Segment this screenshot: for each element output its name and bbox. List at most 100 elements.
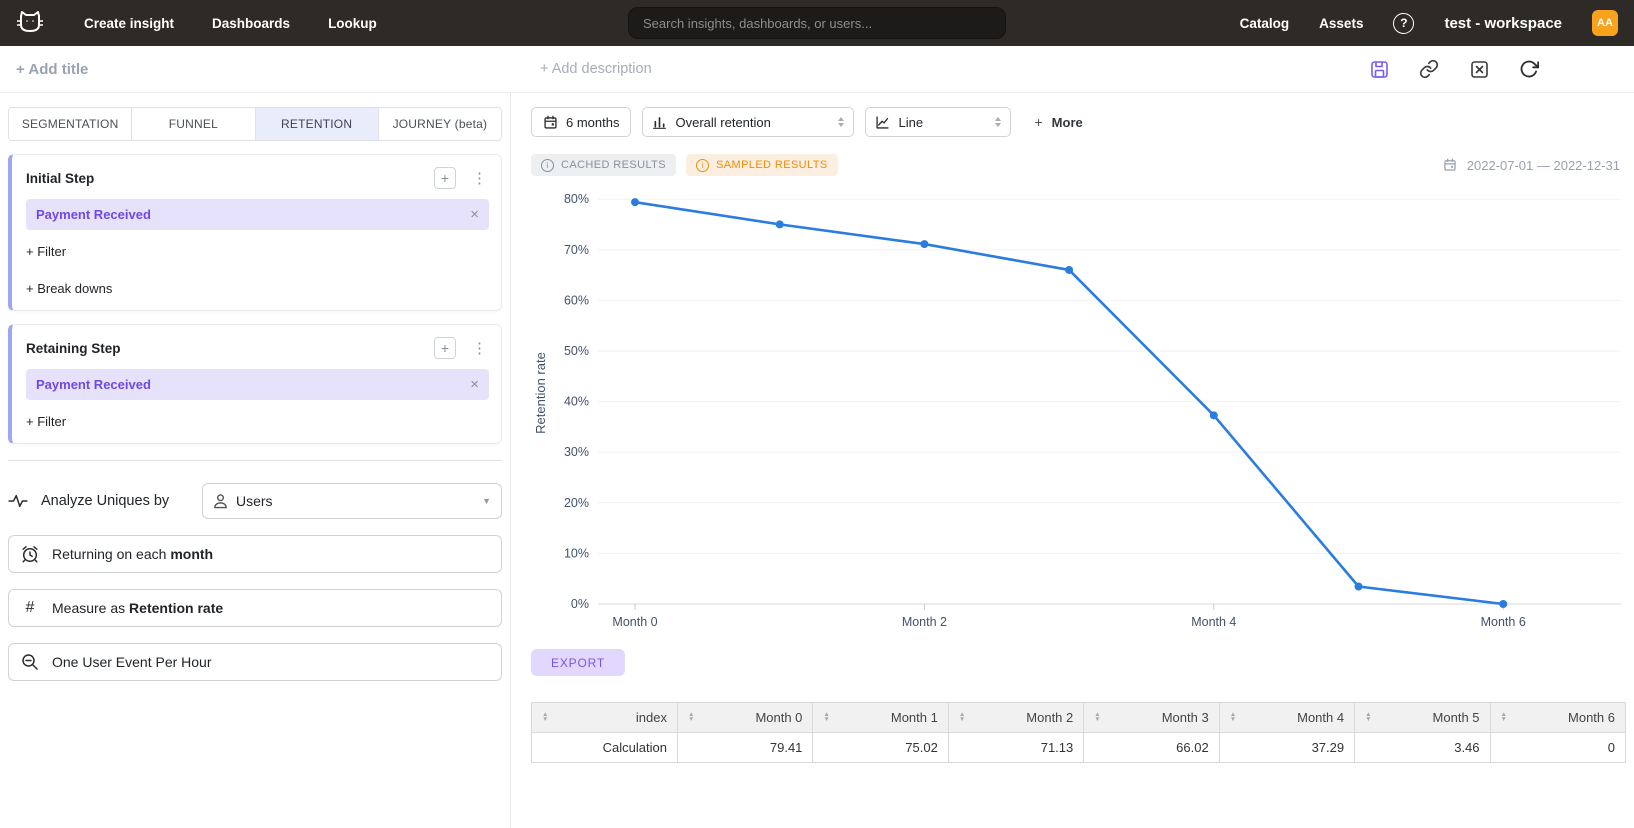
svg-text:Month 4: Month 4 <box>1191 615 1236 629</box>
svg-text:80%: 80% <box>564 192 589 206</box>
share-link-icon[interactable] <box>1416 56 1442 82</box>
chart-type-value: Line <box>898 114 924 130</box>
data-point[interactable] <box>631 198 639 207</box>
step-menu-icon[interactable]: ⋮ <box>472 170 487 187</box>
user-avatar[interactable]: AA <box>1592 10 1618 36</box>
sort-icon[interactable]: ▲ ▼ <box>1365 711 1372 723</box>
table-header-cell[interactable]: ▲ ▼ Month 6 <box>1489 702 1627 733</box>
column-label: Month 5 <box>1432 710 1480 725</box>
event-chip[interactable]: Payment Received × <box>26 199 489 230</box>
table-header-cell[interactable]: ▲ ▼ Month 2 <box>947 702 1085 733</box>
event-chip-label: Payment Received <box>36 377 151 392</box>
tab-segmentation[interactable]: SEGMENTATION <box>9 108 133 140</box>
data-point[interactable] <box>1354 582 1363 591</box>
add-filter-button[interactable]: + Filter <box>26 244 67 259</box>
svg-text:Retention rate: Retention rate <box>533 352 548 434</box>
insight-type-tabs: SEGMENTATION FUNNEL RETENTION JOURNEY (b… <box>8 107 502 141</box>
svg-text:60%: 60% <box>564 293 589 307</box>
add-title-button[interactable]: + Add title <box>16 60 89 78</box>
returning-period-button[interactable]: Returning on each month <box>8 535 502 573</box>
insight-header: + Add title + Add description <box>0 46 1634 93</box>
hash-icon: # <box>25 599 35 616</box>
close-insight-icon[interactable] <box>1466 56 1492 82</box>
results-panel: 6 months Overall retention Line + <box>511 93 1634 828</box>
returning-period-text: Returning on each month <box>52 546 214 562</box>
analyze-entity-select[interactable]: Users ▼ <box>202 483 502 519</box>
table-header-cell[interactable]: ▲ ▼ Month 0 <box>676 702 814 733</box>
table-cell: Calculation <box>531 732 678 763</box>
add-filter-button[interactable]: + Filter <box>26 414 67 429</box>
sort-icon[interactable]: ▲ ▼ <box>1229 711 1237 723</box>
table-header-cell[interactable]: ▲ ▼ Month 4 <box>1218 702 1356 733</box>
info-icon: i <box>541 158 554 172</box>
event-chip[interactable]: Payment Received × <box>26 369 489 400</box>
table-cell: 37.29 <box>1218 732 1356 763</box>
export-button[interactable]: EXPORT <box>531 649 625 676</box>
add-event-button[interactable]: + <box>434 167 456 189</box>
refresh-icon[interactable] <box>1516 56 1542 82</box>
nav-create-insight[interactable]: Create insight <box>84 15 175 31</box>
add-event-button[interactable]: + <box>434 337 456 359</box>
column-label: Month 1 <box>890 710 938 725</box>
remove-event-icon[interactable]: × <box>470 206 479 223</box>
tab-funnel[interactable]: FUNNEL <box>132 108 256 140</box>
svg-text:50%: 50% <box>564 344 589 358</box>
sort-icon[interactable]: ▲ ▼ <box>688 711 695 723</box>
column-label: Month 2 <box>1026 710 1074 725</box>
search-input[interactable] <box>628 7 1006 39</box>
retaining-step-card: Retaining Step + ⋮ Payment Received × + … <box>8 324 502 444</box>
sort-icon[interactable]: ▲ ▼ <box>542 711 549 723</box>
svg-text:Month 6: Month 6 <box>1481 615 1526 629</box>
help-icon[interactable]: ? <box>1393 12 1415 34</box>
table-cell: 66.02 <box>1083 732 1220 763</box>
data-point[interactable] <box>920 240 929 249</box>
data-point[interactable] <box>775 220 784 229</box>
dedupe-button[interactable]: One User Event Per Hour <box>8 643 502 681</box>
data-point[interactable] <box>1209 411 1218 420</box>
sampled-results-badge: i SAMPLED RESULTS <box>686 154 838 176</box>
column-label: Month 0 <box>755 710 803 725</box>
analyze-entity-value: Users <box>236 493 273 509</box>
table-header-cell[interactable]: ▲ ▼ Month 3 <box>1083 702 1220 733</box>
retaining-step-title: Retaining Step <box>26 340 121 356</box>
sort-icon[interactable]: ▲ ▼ <box>958 711 966 723</box>
svg-text:Month 2: Month 2 <box>902 615 947 629</box>
tab-journey[interactable]: JOURNEY (beta) <box>392 117 488 131</box>
add-breakdowns-button[interactable]: + Break downs <box>26 281 113 296</box>
table-row: Calculation 79.41 75.02 71.13 66.02 37.29 3.46… <box>531 732 1627 763</box>
nav-catalog[interactable]: Catalog <box>1239 15 1290 31</box>
select-arrows-icon <box>981 117 1002 127</box>
nav-assets[interactable]: Assets <box>1319 15 1364 31</box>
nav-lookup[interactable]: Lookup <box>328 15 377 31</box>
add-description-button[interactable]: + Add description <box>540 61 652 77</box>
metric-select[interactable]: Overall retention <box>642 107 855 137</box>
measure-as-text: Measure as Retention rate <box>52 600 224 616</box>
metric-value: Overall retention <box>675 114 771 130</box>
table-cell: 75.02 <box>812 732 949 763</box>
app-logo-cat-icon[interactable] <box>16 10 46 36</box>
dedupe-text: One User Event Per Hour <box>52 654 212 670</box>
data-point[interactable] <box>1065 265 1074 274</box>
timeframe-button[interactable]: 6 months <box>531 107 632 137</box>
step-menu-icon[interactable]: ⋮ <box>472 340 487 357</box>
chart-type-select[interactable]: Line <box>865 107 1012 137</box>
table-header-cell[interactable]: ▲ ▼ Month 1 <box>812 702 949 733</box>
nav-dashboards[interactable]: Dashboards <box>212 15 291 31</box>
sort-icon[interactable]: ▲ ▼ <box>823 711 830 723</box>
table-header-cell[interactable]: ▲ ▼ Month 5 <box>1354 702 1491 733</box>
remove-event-icon[interactable]: × <box>470 376 479 393</box>
more-options-button[interactable]: + More <box>1034 114 1083 130</box>
chart-toolbar: 6 months Overall retention Line + <box>531 107 1626 137</box>
workspace-name[interactable]: test - workspace <box>1444 14 1562 32</box>
sort-icon[interactable]: ▲ ▼ <box>1500 711 1507 723</box>
timeframe-value: 6 months <box>566 114 620 130</box>
calendar-icon <box>1444 158 1456 171</box>
measure-as-button[interactable]: # Measure as Retention rate <box>8 589 502 627</box>
sort-icon[interactable]: ▲ ▼ <box>1094 711 1101 723</box>
table-header-cell[interactable]: ▲ ▼ index <box>531 702 678 733</box>
calendar-icon <box>544 115 557 129</box>
save-icon[interactable] <box>1366 56 1392 82</box>
svg-text:30%: 30% <box>564 445 589 459</box>
tab-retention[interactable]: RETENTION <box>255 108 379 140</box>
data-point[interactable] <box>1499 600 1508 608</box>
